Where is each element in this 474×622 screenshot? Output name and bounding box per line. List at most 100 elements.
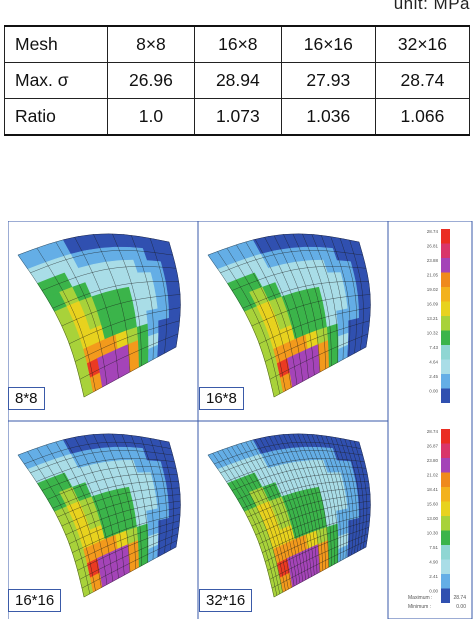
legend-bottom-tick-label: 2.41: [429, 574, 438, 579]
mesh-line: [273, 346, 367, 398]
contour-cell: [356, 283, 371, 296]
legend-top-swatch: [441, 287, 450, 302]
legend-top-swatch: [441, 388, 450, 403]
legend-bottom-tick-label: 10.30: [427, 531, 439, 536]
legend-frame: [387, 221, 473, 619]
legend-top-tick-label: 4.64: [429, 360, 438, 365]
contour-cell: [357, 494, 371, 508]
contour-cell: [166, 283, 181, 296]
legend-top-tick-label: 21.05: [427, 273, 439, 278]
table-cell: 27.93: [280, 62, 376, 99]
mesh-line: [30, 250, 173, 274]
mesh-results-table: Mesh 8×8 16×8 16×16 32×16 Max. σ 26.96 2…: [4, 25, 471, 136]
mesh-line: [79, 333, 179, 380]
legend-bottom-tick-label: 21.02: [427, 473, 439, 478]
mesh-line: [269, 333, 369, 380]
table-cell: 1.0: [107, 98, 195, 136]
unit-label: unit: MPa: [393, 0, 470, 13]
legend-top-swatch: [441, 301, 450, 316]
legend-minimum-value: 0.00: [456, 604, 466, 610]
legend-bottom-swatch: [441, 545, 450, 560]
legend-bottom-swatch: [441, 588, 450, 603]
table-cell: Max. σ: [4, 62, 108, 99]
legend-bottom-tick-label: 4.90: [429, 560, 438, 565]
mesh-line: [271, 540, 368, 589]
panel-label-16x16: 16*16: [8, 589, 62, 612]
contour-cell: [156, 295, 170, 310]
legend-top-swatch: [441, 316, 450, 331]
mesh-line: [265, 320, 370, 362]
mesh-line: [232, 266, 367, 291]
contour-cell: [353, 272, 370, 285]
legend-bottom-tick-label: 0.00: [429, 589, 438, 594]
legend-top-tick-label: 23.88: [427, 258, 439, 263]
stress-contour-figure: 28.74 26.81 23.88 21.05 19.02 16.09 13.21 10.32…: [8, 221, 474, 619]
contour-cell: [167, 494, 181, 508]
mesh-line: [242, 481, 369, 509]
legend-bottom-swatch: [441, 516, 450, 531]
mesh-line: [47, 473, 178, 500]
mesh-line: [24, 441, 171, 465]
mesh-line: [75, 520, 180, 562]
panel-label-8x8: 8*8: [8, 387, 45, 410]
mesh-line: [61, 494, 181, 527]
legend-top-swatch: [441, 243, 450, 258]
table-header-cell: 32×16: [374, 25, 471, 63]
mesh-line: [17, 433, 170, 456]
mesh-line: [42, 466, 177, 491]
table-cell: 1.036: [280, 98, 376, 136]
mesh-line: [69, 507, 181, 545]
legend-bottom-tick-label: 26.87: [427, 444, 439, 449]
mesh-line: [237, 473, 368, 500]
contour-cell: [167, 294, 181, 308]
mesh-line: [79, 533, 179, 580]
mesh-line: [273, 546, 367, 598]
legend-top-swatch: [441, 330, 450, 345]
mesh-line: [75, 320, 180, 362]
legend-top-tick-label: 0.00: [429, 389, 438, 394]
mesh-line: [72, 513, 181, 553]
contour-cell: [156, 495, 170, 510]
mesh-line: [259, 507, 371, 545]
mesh-line: [259, 307, 371, 345]
table-header-row: Mesh 8×8 16×8 16×16 32×16: [4, 25, 471, 63]
contour-cell: [346, 295, 360, 310]
legend-bottom-swatch: [441, 472, 450, 487]
panel-label-32x16: 32*16: [199, 589, 253, 612]
legend-bottom-swatch: [441, 458, 450, 473]
legend-bottom-tick-label: 18.41: [427, 487, 439, 492]
legend-bottom-tick-label: 15.60: [427, 502, 439, 507]
legend-top-swatch: [441, 272, 450, 287]
table-row: Ratio 1.0 1.073 1.036 1.066: [4, 98, 471, 136]
mesh-line: [42, 266, 177, 291]
legend-bottom-swatch: [441, 574, 450, 589]
legend-top-tick-label: 19.02: [427, 287, 439, 292]
contour-cell: [166, 483, 181, 496]
legend-bottom-swatch: [441, 443, 450, 458]
table-header-cell: Mesh: [4, 25, 108, 63]
contour-cell: [163, 272, 180, 285]
mesh-line: [65, 500, 181, 536]
contour-plots-svg: 28.74 26.81 23.88 21.05 19.02 16.09 13.21 10.32…: [8, 221, 473, 619]
legend-top-swatch: [441, 359, 450, 374]
mesh-line: [247, 487, 370, 518]
table-header-cell: 16×8: [193, 25, 282, 63]
mesh-line: [242, 281, 369, 309]
mesh-line: [220, 450, 363, 474]
mesh-line: [36, 458, 175, 482]
mesh-line: [262, 513, 371, 553]
panel-label-16x8: 16*8: [199, 387, 244, 410]
mesh-line: [77, 527, 179, 571]
mesh-line: [265, 520, 370, 562]
legend-top-tick-label: 16.09: [427, 302, 439, 307]
legend-bottom-swatch: [441, 487, 450, 502]
legend-minimum-label: Minimum :: [408, 604, 431, 610]
table-cell: 28.74: [374, 62, 471, 99]
legend-top-tick-label: 26.81: [427, 244, 439, 249]
legend-top-tick-label: 2.45: [429, 374, 438, 379]
table-cell: 1.073: [193, 98, 282, 136]
mesh-line: [207, 433, 360, 456]
legend-bottom-tick-label: 13.00: [427, 516, 439, 521]
mesh-line: [61, 294, 181, 327]
table-cell: 28.94: [193, 62, 282, 99]
